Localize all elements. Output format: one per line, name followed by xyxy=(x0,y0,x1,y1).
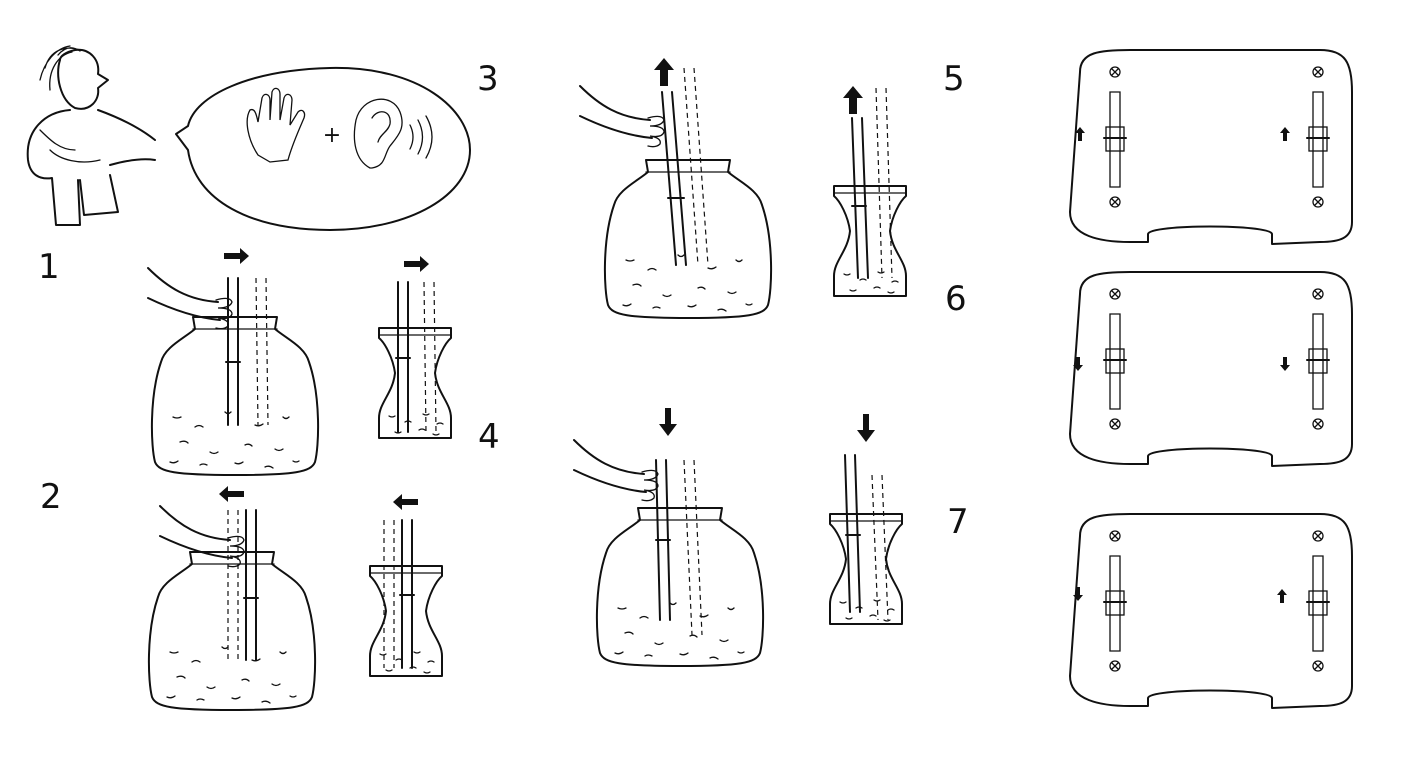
large-bottle xyxy=(595,507,765,667)
small-vase xyxy=(378,327,452,439)
step-2-illustration xyxy=(147,486,443,711)
large-bottle xyxy=(603,159,773,319)
arrow-down-icon xyxy=(857,414,875,442)
hand xyxy=(579,85,665,148)
step-number-3: 3 xyxy=(477,59,499,99)
stick xyxy=(661,91,687,266)
hand xyxy=(147,267,233,330)
board-step-7 xyxy=(1069,513,1353,709)
arrow-right-icon xyxy=(224,248,249,264)
arrow-down-icon xyxy=(1073,587,1083,601)
step-number-1: 1 xyxy=(38,247,60,287)
plus-sign: + xyxy=(323,123,341,148)
large-bottle xyxy=(150,316,320,476)
hand xyxy=(159,505,245,568)
small-vase xyxy=(829,513,903,625)
arrow-right-icon xyxy=(404,256,429,272)
small-vase xyxy=(833,185,907,297)
person-illustration xyxy=(26,45,156,226)
sound-waves-icon xyxy=(409,115,433,159)
arrow-down-icon xyxy=(659,408,677,436)
board-step-5 xyxy=(1069,49,1353,245)
ear-icon xyxy=(353,98,403,169)
arrow-left-icon xyxy=(393,494,418,510)
arrow-up-icon xyxy=(1280,127,1290,141)
step-number-2: 2 xyxy=(40,477,62,517)
step-number-6: 6 xyxy=(945,279,967,319)
step-number-4: 4 xyxy=(478,417,500,457)
hand xyxy=(573,439,659,502)
small-vase xyxy=(369,565,443,677)
stick xyxy=(245,509,257,661)
arrow-up-icon xyxy=(654,58,674,86)
step-number-7: 7 xyxy=(947,502,969,542)
speech-bubble: + xyxy=(175,66,471,231)
hand-icon xyxy=(246,87,306,163)
large-bottle xyxy=(147,551,317,711)
step-1-illustration xyxy=(147,248,452,476)
arrow-left-icon xyxy=(219,486,244,502)
stick xyxy=(227,277,239,426)
arrow-down-icon xyxy=(1280,357,1290,371)
board-step-6 xyxy=(1069,271,1353,467)
arrow-up-icon xyxy=(1277,589,1287,603)
arrow-up-icon xyxy=(843,86,863,114)
step-3-illustration xyxy=(579,58,907,319)
step-4-illustration xyxy=(573,408,903,667)
step-number-5: 5 xyxy=(943,59,965,99)
